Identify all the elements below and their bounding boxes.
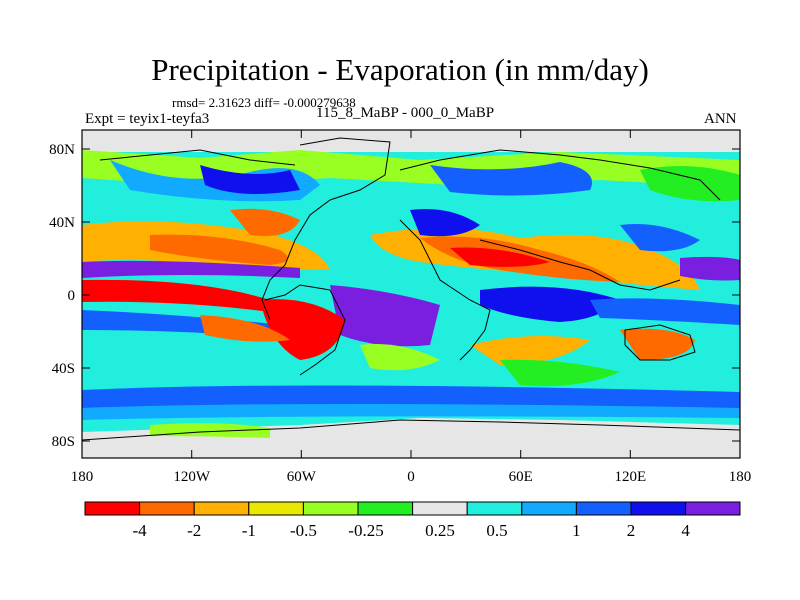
x-axis-ticks [81, 130, 741, 458]
x-tick-label: 120E [614, 469, 646, 485]
north-america-coast [261, 137, 391, 321]
colorbar-swatch [521, 501, 577, 516]
colorbar-swatch [466, 501, 523, 516]
colorbar-swatch [139, 501, 195, 516]
pacific-dry-strip [82, 279, 270, 312]
colorbar-label: 0.5 [486, 521, 507, 540]
colorbar-label: -0.25 [348, 521, 383, 540]
x-tick-label: 60E [509, 469, 533, 485]
arctic-coast-west [99, 149, 296, 166]
southern-indian-green [500, 359, 620, 387]
arctic-band [82, 130, 740, 152]
colorbar-label: -2 [187, 521, 201, 540]
subtropical-dry-core [150, 234, 288, 265]
north-america-dry [230, 208, 300, 236]
south-atlantic-green [360, 344, 440, 371]
x-tick-label: 180 [71, 469, 94, 485]
sahara-hot-spot [450, 247, 550, 267]
south-indian-dry [470, 336, 590, 365]
siberia-zone [640, 166, 740, 202]
y-tick-labels: 80N 40N 0 40S 80S [49, 142, 75, 450]
colorbar-label: -0.5 [290, 521, 317, 540]
southeast-pacific-dry [200, 315, 290, 342]
colorbar-swatch [357, 501, 414, 516]
colorbar-label: 2 [627, 521, 636, 540]
experiment-label: Expt = teyix1-teyfa3 [85, 111, 210, 127]
maritime-continent-wet [590, 298, 740, 325]
colorbar-swatch [575, 501, 632, 516]
south-atlantic-wet [330, 285, 440, 347]
southern-ocean-edge [82, 404, 740, 420]
rmsd-diff-stats: rmsd= 2.31623 diff= -0.000279638 [172, 95, 356, 110]
period-label: 115_8_MaBP - 000_0_MaBP [316, 105, 495, 121]
colorbar-swatch [302, 501, 359, 516]
x-tick-label: 180 [729, 469, 752, 485]
colorbar-swatch [630, 501, 687, 516]
southern-ocean-wet [82, 385, 740, 410]
east-asia-wet [620, 224, 700, 252]
eurasia-wet-zone [430, 162, 592, 196]
colorbar-swatch [412, 501, 468, 516]
australia-dry [620, 328, 695, 360]
x-tick-label: 0 [407, 469, 415, 485]
colorbar-label: -1 [242, 521, 256, 540]
colorbar-label: 4 [681, 521, 690, 540]
x-tick-labels: 180 120W 60W 0 60E 120E 180 [71, 469, 752, 485]
colorbar-label: 1 [572, 521, 581, 540]
australia-coast [624, 324, 696, 361]
pacific-storm-track [200, 165, 300, 194]
y-tick-label: 80N [49, 142, 75, 158]
y-tick-label: 40N [49, 215, 75, 231]
south-america-dry-red [260, 299, 345, 360]
colorbar-labels: -4 -2 -1 -0.5 -0.25 0.25 0.5 1 2 4 [133, 521, 691, 540]
itcz-west-pacific [680, 256, 740, 281]
x-tick-label: 60W [287, 469, 317, 485]
colorbar-label: 0.25 [425, 521, 455, 540]
south-america-coast [264, 284, 346, 376]
map-area [82, 130, 740, 458]
south-asia-coast [479, 239, 681, 291]
colorbar-swatch [248, 501, 304, 516]
y-tick-label: 80S [52, 434, 75, 450]
colorbar [84, 501, 741, 516]
africa-coast [399, 219, 491, 361]
itcz-pacific [82, 260, 300, 278]
eurasia-north-coast [399, 149, 721, 201]
colorbar-swatch [84, 501, 141, 516]
colorbar-swatch [193, 501, 250, 516]
x-tick-label: 120W [173, 469, 211, 485]
y-tick-label: 0 [68, 288, 76, 304]
y-tick-label: 40S [52, 361, 75, 377]
y-axis-ticks [82, 148, 740, 442]
antarctic-coast-patch [150, 423, 270, 438]
europe-wet-spot [410, 209, 480, 237]
colorbar-label: -4 [133, 521, 148, 540]
colorbar-swatch [685, 501, 741, 516]
coastlines [82, 137, 740, 441]
season-label: ANN [704, 111, 737, 127]
map-title: Precipitation - Evaporation (in mm/day) [151, 52, 649, 87]
indian-ocean-wet [480, 286, 620, 322]
antarctica-coast [82, 419, 740, 441]
